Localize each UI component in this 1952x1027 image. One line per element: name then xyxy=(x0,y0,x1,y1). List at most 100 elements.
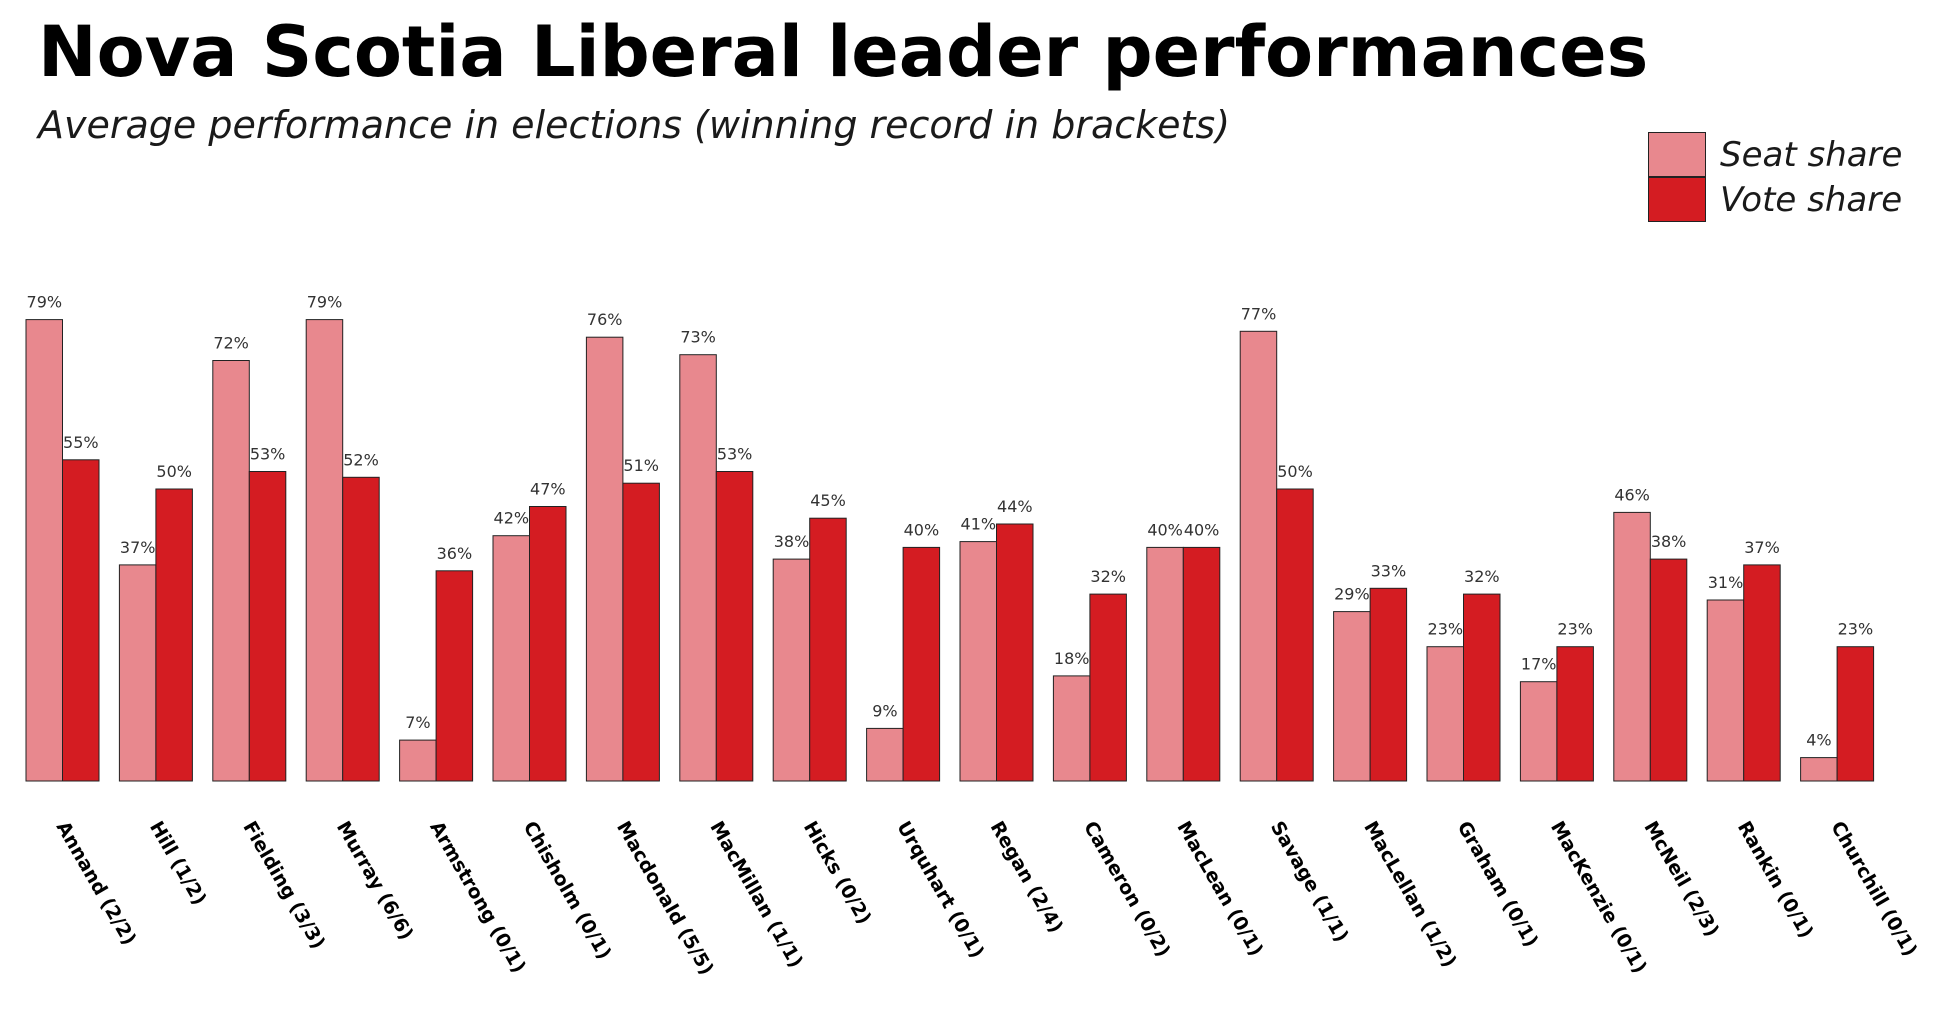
bar-seat-share-maclean xyxy=(1146,546,1184,782)
data-label-vote-share-armstrong: 36% xyxy=(437,544,473,563)
legend-label-vote-share: Vote share xyxy=(1720,179,1903,220)
bar-seat-share-macmillan xyxy=(679,354,717,782)
bar-seat-share-mcneil xyxy=(1613,511,1651,782)
chart-subtitle: Average performance in elections (winnin… xyxy=(38,103,1231,147)
data-label-seat-share-armstrong: 7% xyxy=(405,713,430,732)
legend-swatch-vote-share xyxy=(1648,177,1706,222)
chart-title: Nova Scotia Liberal leader performances xyxy=(38,11,1649,93)
bar-vote-share-macdonald xyxy=(622,482,660,782)
bar-vote-share-churchill xyxy=(1836,646,1875,782)
data-label-vote-share-maclellan: 33% xyxy=(1371,561,1407,580)
legend-item-seat-share: Seat share xyxy=(1648,132,1902,177)
bar-vote-share-mcneil xyxy=(1649,558,1688,782)
category-label-cameron: Cameron (0/2) xyxy=(1079,818,1174,961)
data-label-seat-share-hill: 37% xyxy=(120,538,156,557)
category-label-hill: Hill (1/2) xyxy=(145,818,210,909)
data-label-vote-share-hill: 50% xyxy=(156,462,192,481)
data-label-vote-share-murray: 52% xyxy=(343,450,379,469)
bar-seat-share-hill xyxy=(118,564,157,782)
legend-swatch-seat-share xyxy=(1648,132,1706,177)
category-label-macmillan: MacMillan (1/1) xyxy=(705,818,807,972)
data-label-vote-share-chisholm: 47% xyxy=(530,480,566,499)
category-label-maclean: MacLean (0/1) xyxy=(1172,818,1267,960)
data-label-vote-share-cameron: 32% xyxy=(1090,567,1126,586)
category-label-murray: Murray (6/6) xyxy=(332,818,418,944)
bar-seat-share-hicks xyxy=(772,558,811,782)
data-label-vote-share-annand: 55% xyxy=(63,433,99,452)
data-label-vote-share-churchill: 23% xyxy=(1838,620,1874,639)
data-label-seat-share-savage: 77% xyxy=(1241,304,1277,323)
data-label-vote-share-mackenzie: 23% xyxy=(1557,620,1593,639)
data-label-seat-share-regan: 41% xyxy=(961,515,997,534)
bar-seat-share-churchill xyxy=(1800,757,1838,782)
category-label-chisholm: Chisholm (0/1) xyxy=(519,818,616,964)
data-label-vote-share-macdonald: 51% xyxy=(623,456,659,475)
data-label-vote-share-mcneil: 38% xyxy=(1651,532,1687,551)
bar-seat-share-regan xyxy=(959,541,997,782)
bar-seat-share-rankin xyxy=(1706,599,1745,782)
category-label-mackenzie: MacKenzie (0/1) xyxy=(1546,818,1651,978)
bar-vote-share-urquhart xyxy=(902,546,941,782)
data-label-vote-share-macmillan: 53% xyxy=(717,445,753,464)
bar-vote-share-maclellan xyxy=(1369,587,1408,782)
bar-vote-share-murray xyxy=(342,476,380,782)
data-label-vote-share-rankin: 37% xyxy=(1744,538,1780,557)
data-label-seat-share-graham: 23% xyxy=(1428,620,1464,639)
category-label-urquhart: Urquhart (0/1) xyxy=(892,818,988,962)
legend-label-seat-share: Seat share xyxy=(1720,134,1903,175)
category-label-maclellan: MacLellan (1/2) xyxy=(1359,818,1460,972)
data-label-vote-share-hicks: 45% xyxy=(810,491,846,510)
category-label-rankin: Rankin (0/1) xyxy=(1733,818,1818,942)
category-label-hicks: Hicks (0/2) xyxy=(799,818,876,929)
category-label-annand: Annand (2/2) xyxy=(52,818,141,949)
bar-vote-share-fielding xyxy=(248,471,287,782)
category-label-fielding: Fielding (3/3) xyxy=(238,818,329,953)
bar-seat-share-graham xyxy=(1426,646,1464,782)
bar-vote-share-mackenzie xyxy=(1556,646,1594,782)
data-label-seat-share-macmillan: 73% xyxy=(680,328,716,347)
data-label-vote-share-savage: 50% xyxy=(1277,462,1313,481)
bar-vote-share-regan xyxy=(996,523,1034,782)
data-label-seat-share-mcneil: 46% xyxy=(1614,485,1650,504)
bar-vote-share-cameron xyxy=(1089,593,1127,782)
data-label-seat-share-hicks: 38% xyxy=(774,532,810,551)
data-label-vote-share-regan: 44% xyxy=(997,497,1033,516)
bar-vote-share-savage xyxy=(1276,488,1314,782)
bar-seat-share-annand xyxy=(25,319,63,782)
data-label-vote-share-graham: 32% xyxy=(1464,567,1500,586)
bar-seat-share-armstrong xyxy=(399,739,437,782)
bar-seat-share-macdonald xyxy=(585,336,624,782)
data-label-seat-share-urquhart: 9% xyxy=(872,701,897,720)
data-label-seat-share-maclellan: 29% xyxy=(1334,585,1370,604)
data-label-vote-share-maclean: 40% xyxy=(1184,520,1220,539)
bar-seat-share-murray xyxy=(305,319,344,782)
bar-seat-share-chisholm xyxy=(492,535,530,782)
data-label-seat-share-churchill: 4% xyxy=(1806,731,1831,750)
bar-seat-share-savage xyxy=(1239,330,1278,782)
bar-vote-share-annand xyxy=(62,459,100,782)
bar-seat-share-fielding xyxy=(212,360,250,782)
data-label-vote-share-urquhart: 40% xyxy=(904,520,940,539)
category-label-savage: Savage (1/1) xyxy=(1266,818,1353,946)
data-label-seat-share-chisholm: 42% xyxy=(494,509,530,528)
data-label-seat-share-murray: 79% xyxy=(307,293,343,312)
category-label-regan: Regan (2/4) xyxy=(986,818,1067,937)
legend-item-vote-share: Vote share xyxy=(1648,177,1902,222)
data-label-seat-share-macdonald: 76% xyxy=(587,310,623,329)
bar-vote-share-macmillan xyxy=(715,471,754,782)
data-label-seat-share-fielding: 72% xyxy=(213,334,249,353)
bar-vote-share-maclean xyxy=(1182,546,1221,782)
data-label-seat-share-maclean: 40% xyxy=(1147,520,1183,539)
category-label-macdonald: Macdonald (5/5) xyxy=(612,818,718,979)
bar-vote-share-chisholm xyxy=(529,506,567,782)
data-label-seat-share-mackenzie: 17% xyxy=(1521,655,1557,674)
bar-vote-share-rankin xyxy=(1743,564,1781,782)
bar-seat-share-urquhart xyxy=(866,727,904,782)
bar-seat-share-maclellan xyxy=(1333,611,1371,782)
data-label-seat-share-cameron: 18% xyxy=(1054,649,1090,668)
bar-seat-share-cameron xyxy=(1052,675,1091,782)
bar-vote-share-hicks xyxy=(809,517,847,782)
bar-vote-share-armstrong xyxy=(435,570,474,782)
bar-vote-share-graham xyxy=(1463,593,1501,782)
